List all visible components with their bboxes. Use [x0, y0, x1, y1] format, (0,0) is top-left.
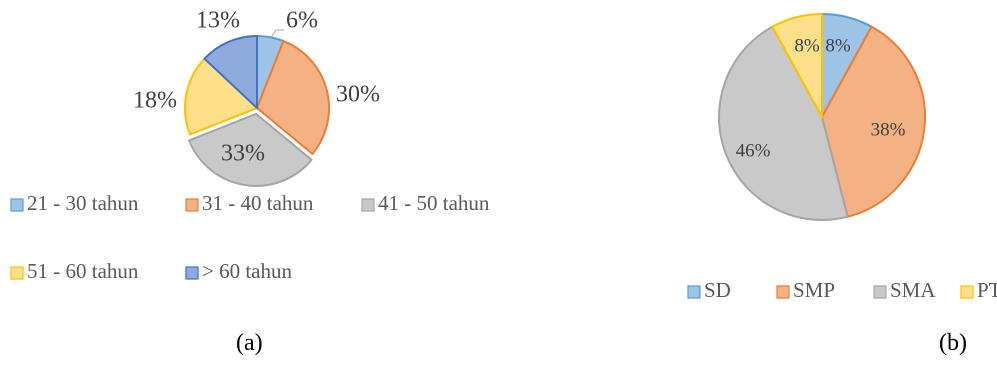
data-label-smp: 38% — [871, 119, 906, 140]
pie-chart-age: 6% 30% 33% 18% 13% 21 - 30 tahun 31 - 40 tahun… — [10, 8, 490, 283]
legend-swatch-sd — [687, 285, 701, 299]
figure-label-b: (b) — [939, 330, 967, 356]
legend-swatch-51-60-tahun — [10, 266, 24, 280]
leader-line — [269, 29, 284, 40]
data-label-41-50-tahun: 33% — [221, 141, 265, 167]
data-label-51-60-tahun: 18% — [133, 88, 177, 114]
pie-chart-education: 8% 38% 46% 8% SD SMP SMA PT — [687, 13, 997, 302]
data-label-31-40-tahun: 30% — [336, 82, 380, 108]
legend-swatch-31-40-tahun — [185, 198, 199, 212]
pie-slice-smp — [821, 25, 926, 218]
pie-slice-pt — [771, 13, 823, 118]
legend-label-sd: SD — [704, 278, 731, 302]
pie-slice-sma — [718, 25, 849, 221]
legend-swatch-21-30-tahun — [10, 198, 24, 212]
legend-swatch-sma — [873, 285, 887, 299]
legend-label-smp: SMP — [793, 278, 835, 302]
data-label-60-tahun: 13% — [196, 8, 240, 34]
legend-swatch-60-tahun — [185, 266, 199, 280]
data-label-pt: 8% — [794, 35, 820, 56]
legend-swatch-41-50-tahun — [361, 198, 375, 212]
data-label-sd: 8% — [825, 35, 851, 56]
figure-label-a: (a) — [236, 330, 263, 356]
data-label-21-30-tahun: 6% — [286, 8, 318, 34]
pie-slice-60-tahun — [203, 35, 258, 109]
legend-swatch-pt — [960, 285, 974, 299]
legend-label-sma: SMA — [890, 278, 936, 302]
pie-slice-41-50-tahun — [188, 112, 313, 187]
legend-label-31-40-tahun: 31 - 40 tahun — [202, 191, 314, 215]
pie-slice-31-40-tahun — [256, 40, 330, 155]
pie-slice-51-60-tahun — [184, 57, 258, 136]
legend-label-pt: PT — [977, 278, 997, 302]
legend-label-51-60-tahun: 51 - 60 tahun — [27, 259, 139, 283]
data-label-sma: 46% — [736, 140, 771, 161]
legend-label-60-tahun: > 60 tahun — [202, 259, 292, 283]
legend-label-21-30-tahun: 21 - 30 tahun — [27, 191, 139, 215]
legend-swatch-smp — [776, 285, 790, 299]
legend-label-41-50-tahun: 41 - 50 tahun — [378, 191, 490, 215]
